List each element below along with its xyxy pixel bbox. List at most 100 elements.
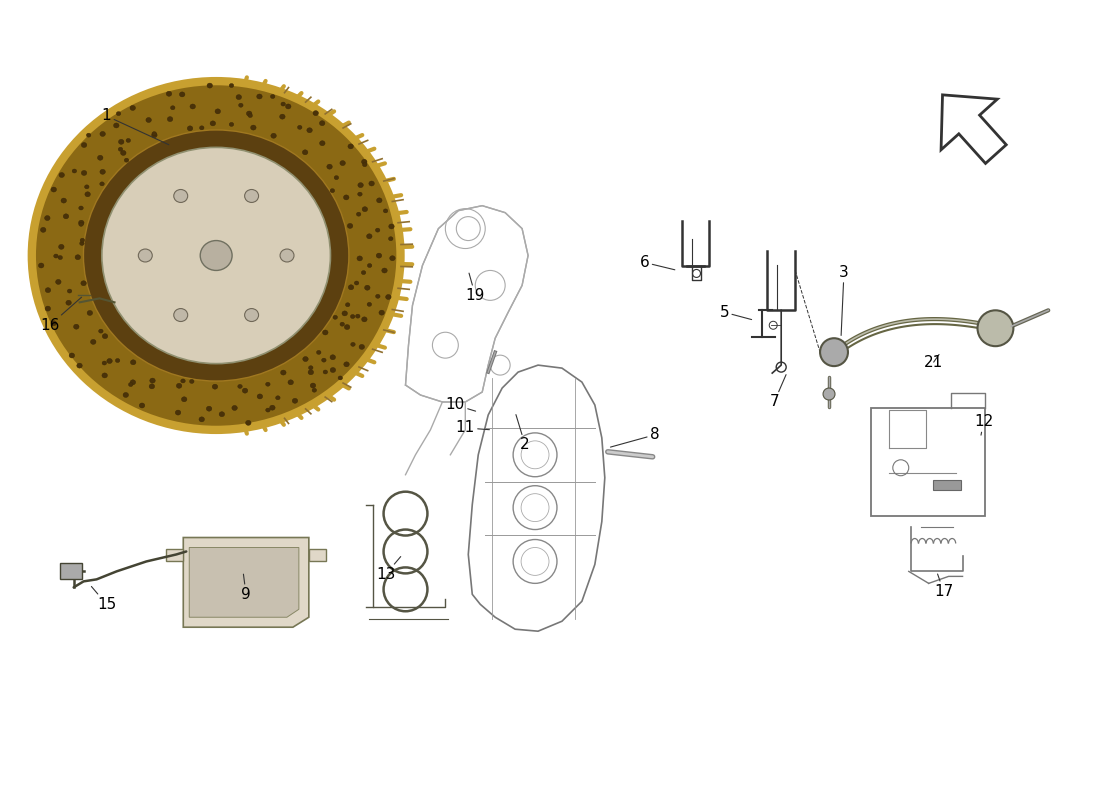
Ellipse shape	[116, 358, 120, 362]
Ellipse shape	[244, 309, 258, 322]
Text: 11: 11	[455, 421, 490, 435]
Ellipse shape	[210, 121, 216, 126]
Ellipse shape	[100, 131, 106, 137]
Ellipse shape	[100, 182, 104, 186]
Ellipse shape	[244, 190, 258, 202]
Ellipse shape	[364, 286, 370, 290]
Polygon shape	[309, 550, 326, 562]
Ellipse shape	[174, 309, 188, 322]
Ellipse shape	[90, 339, 96, 344]
Ellipse shape	[45, 288, 51, 293]
Ellipse shape	[340, 161, 345, 166]
Ellipse shape	[69, 353, 75, 358]
Text: 9: 9	[241, 574, 251, 602]
Ellipse shape	[180, 379, 185, 383]
Text: 6: 6	[640, 255, 675, 270]
Ellipse shape	[73, 169, 77, 173]
Ellipse shape	[270, 406, 275, 410]
Ellipse shape	[59, 173, 65, 178]
Ellipse shape	[123, 393, 129, 398]
Ellipse shape	[323, 370, 328, 374]
Ellipse shape	[80, 238, 85, 242]
Ellipse shape	[334, 176, 339, 180]
Ellipse shape	[214, 109, 220, 114]
Ellipse shape	[187, 126, 192, 131]
Text: 10: 10	[446, 398, 475, 413]
Ellipse shape	[378, 310, 384, 315]
Ellipse shape	[219, 412, 224, 417]
Ellipse shape	[79, 222, 84, 226]
Ellipse shape	[271, 94, 275, 98]
Ellipse shape	[41, 227, 46, 232]
Ellipse shape	[265, 382, 271, 386]
Ellipse shape	[320, 141, 326, 146]
Ellipse shape	[376, 198, 382, 203]
Ellipse shape	[239, 103, 243, 107]
Ellipse shape	[51, 321, 56, 326]
Ellipse shape	[288, 380, 294, 385]
Ellipse shape	[340, 322, 344, 326]
Ellipse shape	[389, 256, 395, 261]
Ellipse shape	[248, 114, 252, 118]
Polygon shape	[189, 547, 299, 618]
Ellipse shape	[257, 394, 263, 399]
Ellipse shape	[330, 189, 334, 193]
Ellipse shape	[79, 206, 84, 210]
Ellipse shape	[361, 270, 366, 274]
Ellipse shape	[84, 130, 349, 381]
Ellipse shape	[348, 223, 353, 228]
Ellipse shape	[351, 314, 355, 318]
Text: 7: 7	[769, 374, 786, 410]
Ellipse shape	[238, 385, 242, 389]
Ellipse shape	[199, 126, 204, 130]
Ellipse shape	[308, 366, 314, 370]
Ellipse shape	[39, 263, 44, 268]
Ellipse shape	[75, 254, 80, 260]
Ellipse shape	[81, 142, 87, 147]
Ellipse shape	[358, 256, 362, 261]
Ellipse shape	[386, 294, 392, 299]
Ellipse shape	[102, 361, 107, 365]
Ellipse shape	[302, 357, 308, 362]
Ellipse shape	[362, 159, 367, 164]
Ellipse shape	[119, 147, 123, 151]
Ellipse shape	[56, 279, 62, 284]
Ellipse shape	[343, 195, 349, 200]
Ellipse shape	[286, 104, 292, 109]
Ellipse shape	[67, 289, 72, 293]
Circle shape	[821, 338, 848, 366]
Ellipse shape	[85, 185, 89, 189]
Ellipse shape	[102, 334, 108, 338]
Ellipse shape	[130, 380, 135, 385]
Ellipse shape	[121, 150, 126, 155]
Ellipse shape	[131, 360, 136, 365]
Ellipse shape	[139, 249, 152, 262]
Ellipse shape	[319, 121, 324, 126]
Ellipse shape	[140, 403, 145, 408]
Ellipse shape	[45, 215, 51, 221]
Ellipse shape	[85, 192, 90, 197]
Ellipse shape	[280, 249, 294, 262]
Ellipse shape	[312, 388, 317, 392]
Ellipse shape	[66, 300, 72, 306]
Ellipse shape	[308, 370, 314, 374]
Ellipse shape	[342, 311, 348, 316]
Ellipse shape	[212, 384, 218, 389]
Ellipse shape	[376, 253, 382, 258]
Ellipse shape	[359, 345, 364, 350]
Ellipse shape	[388, 237, 393, 241]
Ellipse shape	[358, 192, 362, 196]
Text: 21: 21	[924, 354, 944, 370]
Ellipse shape	[338, 376, 342, 380]
Ellipse shape	[146, 118, 152, 122]
Ellipse shape	[60, 198, 66, 203]
Ellipse shape	[170, 106, 175, 110]
Ellipse shape	[256, 94, 262, 99]
Text: 5: 5	[719, 305, 751, 320]
Ellipse shape	[280, 370, 286, 375]
Text: 15: 15	[91, 586, 117, 612]
Ellipse shape	[87, 133, 91, 137]
Ellipse shape	[179, 92, 185, 97]
Ellipse shape	[229, 83, 233, 87]
Ellipse shape	[349, 285, 354, 290]
